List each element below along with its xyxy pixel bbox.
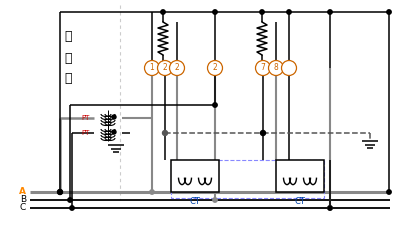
Circle shape	[207, 61, 222, 76]
Circle shape	[58, 190, 62, 194]
Text: CT: CT	[189, 197, 200, 206]
Circle shape	[212, 198, 217, 202]
Circle shape	[259, 10, 264, 14]
Circle shape	[255, 61, 270, 76]
Circle shape	[386, 190, 390, 194]
Text: 电: 电	[64, 30, 72, 43]
Circle shape	[169, 61, 184, 76]
Text: 7: 7	[260, 63, 265, 73]
Circle shape	[327, 206, 331, 210]
Text: C: C	[20, 204, 26, 212]
Text: 2: 2	[162, 63, 167, 73]
Text: 2: 2	[174, 63, 179, 73]
Circle shape	[112, 130, 116, 134]
Circle shape	[58, 190, 62, 194]
Circle shape	[68, 198, 72, 202]
Circle shape	[162, 131, 167, 135]
Circle shape	[286, 10, 290, 14]
Circle shape	[70, 206, 74, 210]
Text: 1: 1	[149, 63, 154, 73]
Text: A: A	[19, 187, 26, 197]
Text: PT: PT	[81, 130, 90, 136]
Text: PT: PT	[81, 115, 90, 121]
Circle shape	[281, 61, 296, 76]
Circle shape	[112, 115, 116, 119]
Circle shape	[160, 10, 165, 14]
Circle shape	[144, 61, 159, 76]
Circle shape	[212, 103, 217, 107]
Bar	[171, 160, 218, 192]
Text: B: B	[20, 195, 26, 205]
Circle shape	[149, 190, 154, 194]
Text: 8: 8	[273, 63, 278, 73]
Circle shape	[327, 10, 331, 14]
Text: 表: 表	[64, 72, 72, 85]
Circle shape	[260, 131, 265, 135]
Bar	[275, 160, 323, 192]
Circle shape	[157, 61, 172, 76]
Text: 能: 能	[64, 52, 72, 65]
Text: 2: 2	[212, 63, 217, 73]
Circle shape	[268, 61, 283, 76]
Circle shape	[327, 206, 331, 210]
Circle shape	[386, 10, 390, 14]
Circle shape	[212, 10, 217, 14]
Bar	[171, 160, 323, 198]
Text: CT: CT	[294, 197, 305, 206]
